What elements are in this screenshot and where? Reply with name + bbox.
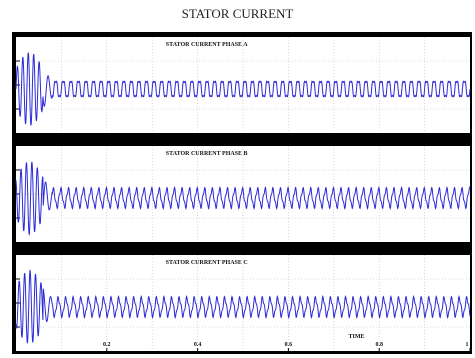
x-tick-label: 0.2 — [103, 342, 111, 348]
x-tick-label: 0.6 — [285, 342, 293, 348]
plot-phase-b: STATOR CURRENT PHASE B — [15, 146, 471, 242]
x-axis-label: TIME — [348, 334, 364, 340]
subplot-title: STATOR CURRENT PHASE B — [166, 151, 248, 157]
plot-phase-a: STATOR CURRENT PHASE A — [15, 37, 471, 133]
x-tick-label: 0.8 — [375, 342, 383, 348]
scope-window: STATOR CURRENT PHASE A STATOR CURRENT PHA… — [12, 32, 472, 354]
series-line — [15, 161, 471, 236]
x-tick-label: 0.4 — [194, 342, 202, 348]
chart-title: STATOR CURRENT — [181, 6, 294, 21]
scope-plots: STATOR CURRENT PHASE A STATOR CURRENT PHA… — [15, 37, 471, 351]
plot-phase-c: STATOR CURRENT PHASE C 0.2 0.4 0.6 0.8 1 TIME — [15, 255, 471, 351]
subplot-title: STATOR CURRENT PHASE A — [166, 42, 248, 48]
x-tick-label: 1 — [466, 342, 469, 348]
series-line — [15, 52, 471, 126]
series-line — [15, 269, 471, 344]
subplot-title: STATOR CURRENT PHASE C — [166, 260, 248, 266]
